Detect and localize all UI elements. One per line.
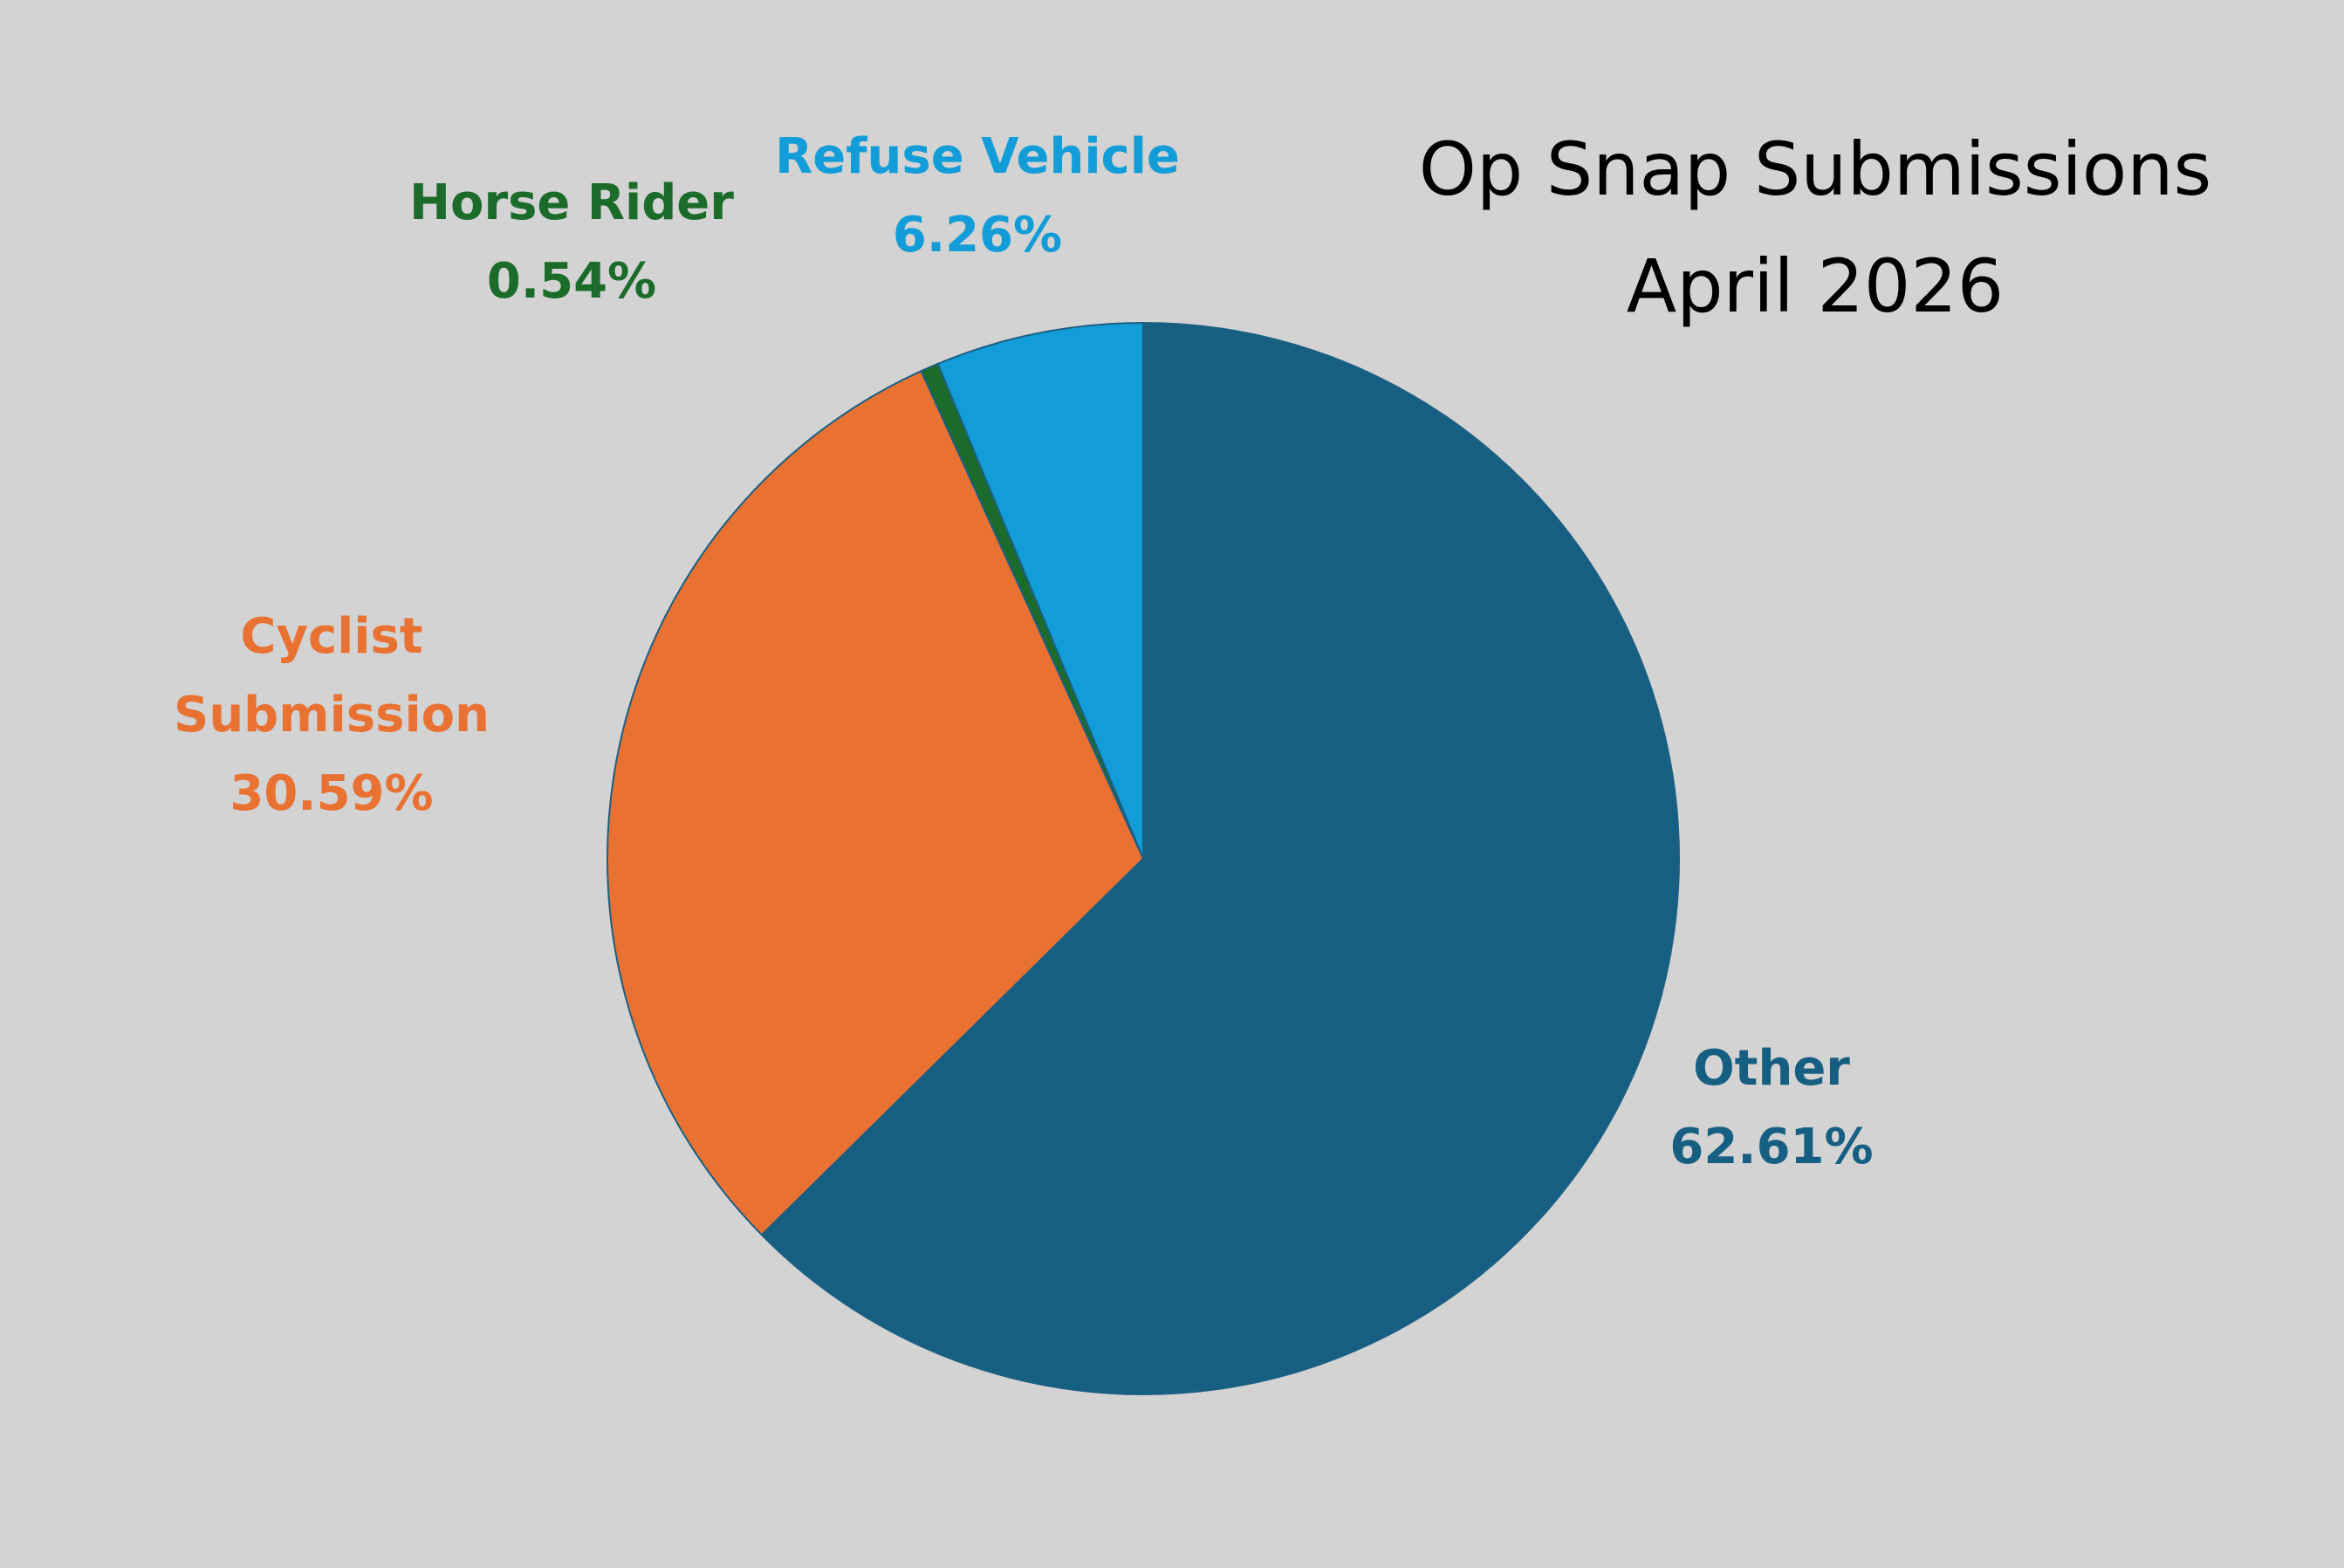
slice-label-other: Other 62.61% [1614,1030,1929,1187]
pie-slice-other [760,321,1680,1395]
pie-slice-cyclist [607,369,1145,1236]
chart-title-line-2: April 2026 [1626,243,2005,329]
slice-label-cyclist-name-2: Submission [173,687,490,743]
slice-label-horse-rider: Horse Rider 0.54% [358,164,785,321]
slice-label-refuse-vehicle-name: Refuse Vehicle [775,128,1180,185]
slice-label-refuse-vehicle-value: 6.26% [892,207,1063,264]
pie-slice-refuse-vehicle [936,321,1144,859]
slice-label-horse-rider-value: 0.54% [486,253,657,310]
slice-label-refuse-vehicle: Refuse Vehicle 6.26% [750,118,1204,275]
slice-label-other-name: Other [1693,1040,1850,1097]
slice-label-other-value: 62.61% [1669,1119,1874,1175]
chart-title-line-1: Op Snap Submissions [1418,127,2212,212]
slice-label-cyclist-value: 30.59% [230,765,434,822]
slice-label-horse-rider-name: Horse Rider [409,175,734,231]
slice-label-cyclist-name-1: Cyclist [240,608,423,665]
slice-label-cyclist: Cyclist Submission 30.59% [140,598,524,833]
